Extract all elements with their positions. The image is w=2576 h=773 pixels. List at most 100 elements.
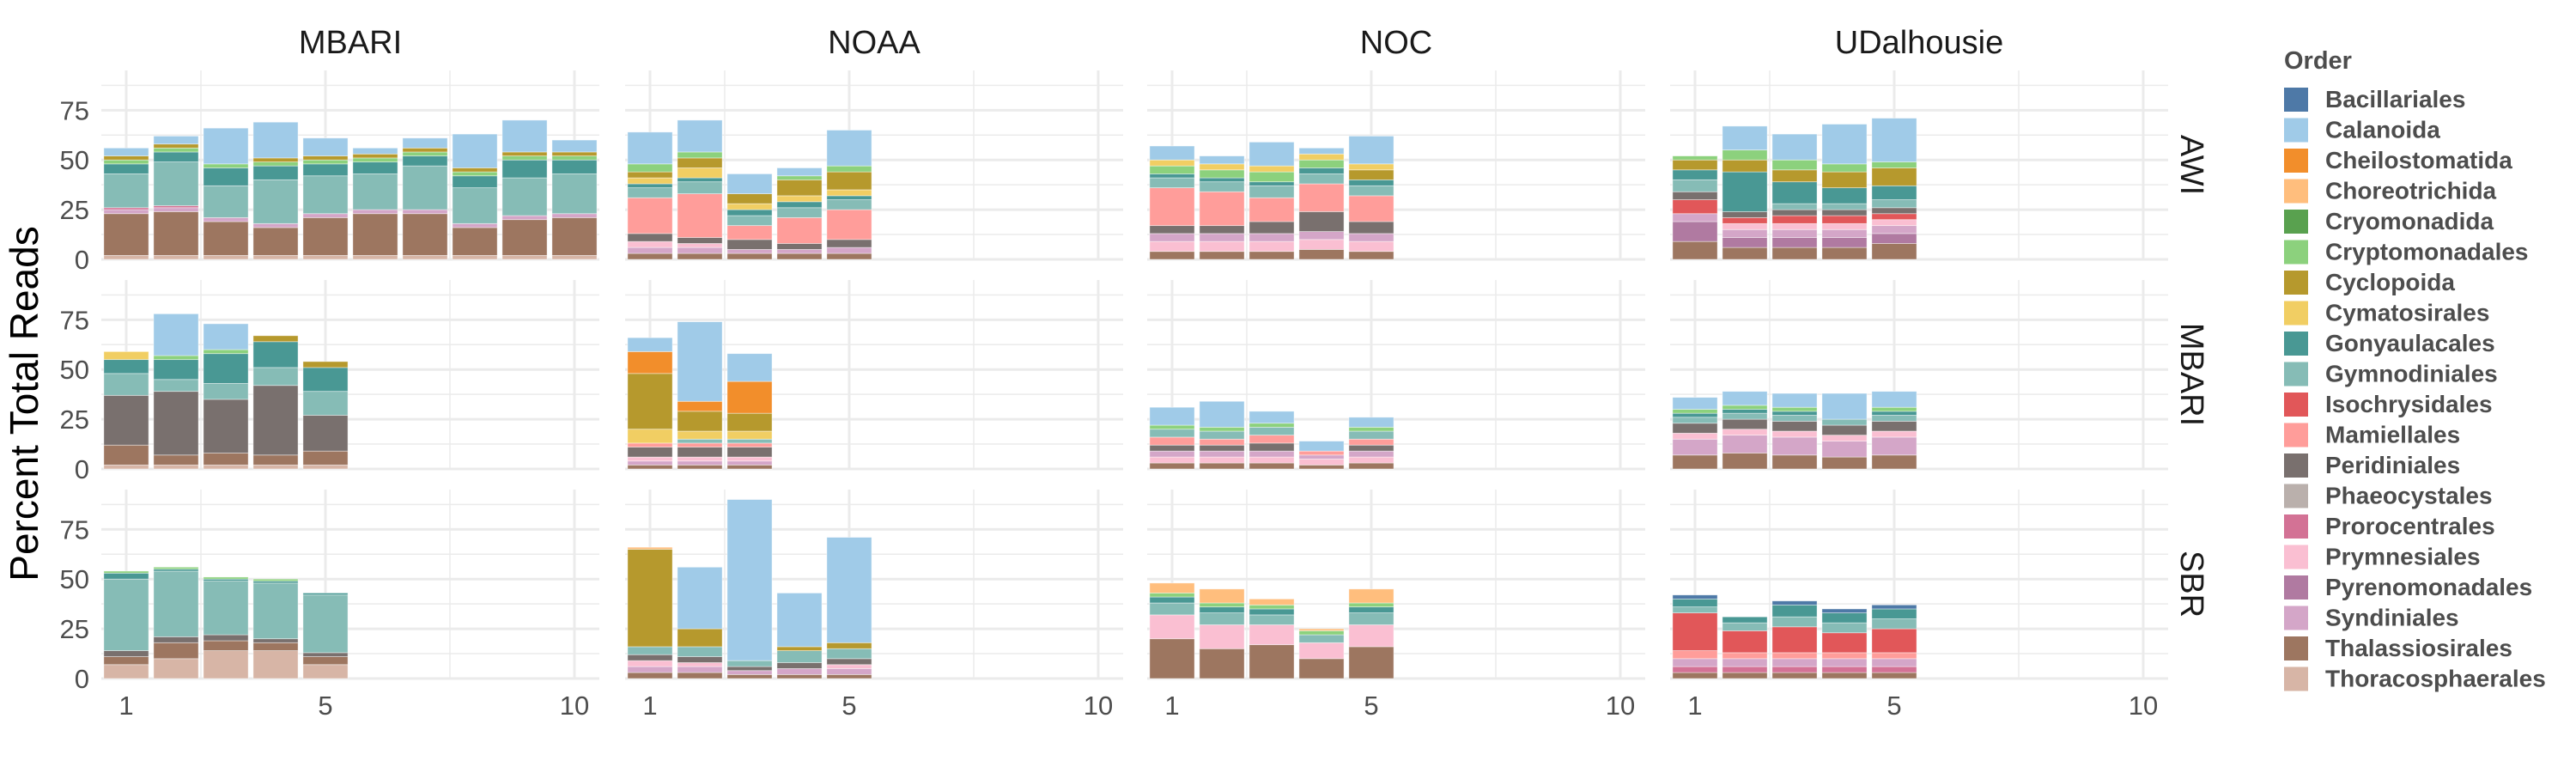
bar-segment-choreotrichida — [1199, 588, 1245, 604]
bar-segment-prymnesiales — [1149, 240, 1195, 253]
bar-segment-gymnodiniales — [1348, 185, 1394, 197]
bar-segment-mamiellales — [1149, 436, 1195, 446]
bar-segment-mamiellales — [1249, 197, 1295, 222]
bar-segment-gonyaulacales — [352, 161, 398, 174]
bar-segment-thalassiosirales — [302, 656, 349, 666]
bar-x5 — [302, 593, 349, 679]
bar-segment-prymnesiales — [627, 456, 673, 462]
bar-segment-isochrysidales — [1771, 215, 1818, 224]
bar-segment-prymnesiales — [1298, 459, 1345, 466]
bar-segment-peridiniales — [677, 656, 723, 663]
legend-swatch — [2284, 484, 2308, 508]
bar-segment-cyclopoida — [302, 361, 349, 368]
bar-x3 — [1249, 411, 1295, 470]
bar-x3 — [203, 323, 249, 470]
bar-x3 — [726, 353, 773, 470]
legend-item: Choreotrichida — [2284, 178, 2497, 204]
legend-swatch — [2284, 332, 2308, 356]
bar-segment-cymatosirales — [1149, 159, 1195, 167]
bar-segment-thoracosphaerales — [352, 254, 398, 260]
bar-segment-choreotrichida — [1298, 628, 1345, 631]
bar-segment-gonyaulacales — [1672, 598, 1718, 608]
bar-segment-syndiniales — [627, 460, 673, 466]
bar-segment-syndiniales — [1871, 225, 1917, 234]
bar-segment-peridiniales — [1722, 211, 1768, 218]
bar-segment-calanoida — [551, 139, 598, 153]
bar-segment-thalassiosirales — [452, 227, 498, 256]
bar-segment-peridiniales — [1348, 444, 1394, 452]
bar-segment-calanoida — [1771, 133, 1818, 161]
facet-column-label: NOAA — [828, 25, 920, 61]
bar-segment-gymnodiniales — [627, 646, 673, 655]
bar-segment-calanoida — [1348, 417, 1394, 428]
bar-segment-thalassiosirales — [252, 642, 299, 651]
bar-segment-gonyaulacales — [1298, 167, 1345, 174]
bar-segment-calanoida — [726, 173, 773, 194]
bar-segment-peridiniales — [1672, 191, 1718, 200]
bar-segment-syndiniales — [1672, 438, 1718, 456]
bar-segment-syndiniales — [627, 247, 673, 254]
bar-segment-peridiniales — [1149, 225, 1195, 234]
bar-segment-isochrysidales — [1672, 612, 1718, 651]
bar-segment-gymnodiniales — [402, 165, 448, 210]
bar-segment-thalassiosirales — [1821, 672, 1868, 679]
x-tick-label: 5 — [841, 691, 856, 721]
bar-segment-bacillariales — [1672, 594, 1718, 600]
bar-segment-thalassiosirales — [726, 464, 773, 470]
bar-segment-gonyaulacales — [1199, 177, 1245, 183]
bar-segment-cryptomonadales — [1821, 163, 1868, 173]
bar-x3 — [1249, 141, 1295, 260]
bar-segment-cryptomonadales — [1871, 406, 1917, 412]
legend-swatch — [2284, 514, 2308, 539]
bar-segment-pyrenomonadales — [1672, 221, 1718, 242]
bar-segment-gonyaulacales — [1871, 185, 1917, 200]
bar-segment-prymnesiales — [1199, 456, 1245, 464]
y-tick-label: 0 — [75, 664, 89, 694]
panel-sbr-noc — [1147, 490, 1645, 680]
legend-item: Gonyaulacales — [2284, 330, 2495, 356]
bar-segment-prymnesiales — [1199, 624, 1245, 649]
bar-segment-syndiniales — [627, 666, 673, 673]
bar-segment-gonyaulacales — [252, 165, 299, 180]
bar-x1 — [1672, 397, 1718, 470]
bar-segment-syndiniales — [1298, 231, 1345, 240]
bar-segment-gonyaulacales — [776, 201, 823, 209]
bar-segment-thalassiosirales — [1348, 462, 1394, 470]
bar-x5 — [826, 130, 872, 260]
bar-segment-peridiniales — [153, 391, 199, 456]
bar-segment-peridiniales — [726, 447, 773, 458]
bar-segment-calanoida — [677, 566, 723, 630]
bar-segment-cryptomonadales — [826, 165, 872, 173]
bar-x5 — [1871, 118, 1917, 260]
bar-segment-syndiniales — [1771, 436, 1818, 456]
bar-segment-peridiniales — [627, 447, 673, 458]
bar-x2 — [153, 136, 199, 260]
bar-x5 — [1348, 136, 1394, 260]
bar-segment-calanoida — [302, 137, 349, 156]
bar-segment-calanoida — [1821, 393, 1868, 420]
bar-x4 — [252, 335, 299, 470]
bar-segment-gonyaulacales — [103, 163, 149, 174]
bar-segment-prymnesiales — [627, 660, 673, 667]
bar-segment-mamiellales — [1348, 438, 1394, 446]
bar-x2 — [677, 566, 723, 679]
bar-segment-gymnodiniales — [726, 215, 773, 227]
bar-segment-peridiniales — [826, 658, 872, 666]
bar-segment-cyclopoida — [1871, 167, 1917, 186]
bar-segment-gymnodiniales — [153, 570, 199, 637]
bar-segment-prymnesiales — [1298, 239, 1345, 250]
bar-segment-gonyaulacales — [1722, 409, 1768, 414]
bar-segment-thoracosphaerales — [103, 464, 149, 470]
legend-item: Pyrenomonadales — [2284, 574, 2532, 600]
bar-segment-gonyaulacales — [1199, 606, 1245, 613]
legend-label: Cryptomonadales — [2325, 239, 2529, 265]
bar-segment-gymnodiniales — [1199, 430, 1245, 440]
bar-segment-cyclopoida — [153, 143, 199, 149]
bar-segment-calanoida — [1149, 406, 1195, 426]
bar-segment-thalassiosirales — [551, 216, 598, 256]
bar-segment-cymatosirales — [1298, 153, 1345, 161]
bar-segment-cryptomonadales — [103, 570, 149, 574]
bar-segment-cyclopoida — [252, 335, 299, 343]
bar-segment-cryptomonadales — [1199, 602, 1245, 608]
x-tick-label: 1 — [642, 691, 657, 721]
